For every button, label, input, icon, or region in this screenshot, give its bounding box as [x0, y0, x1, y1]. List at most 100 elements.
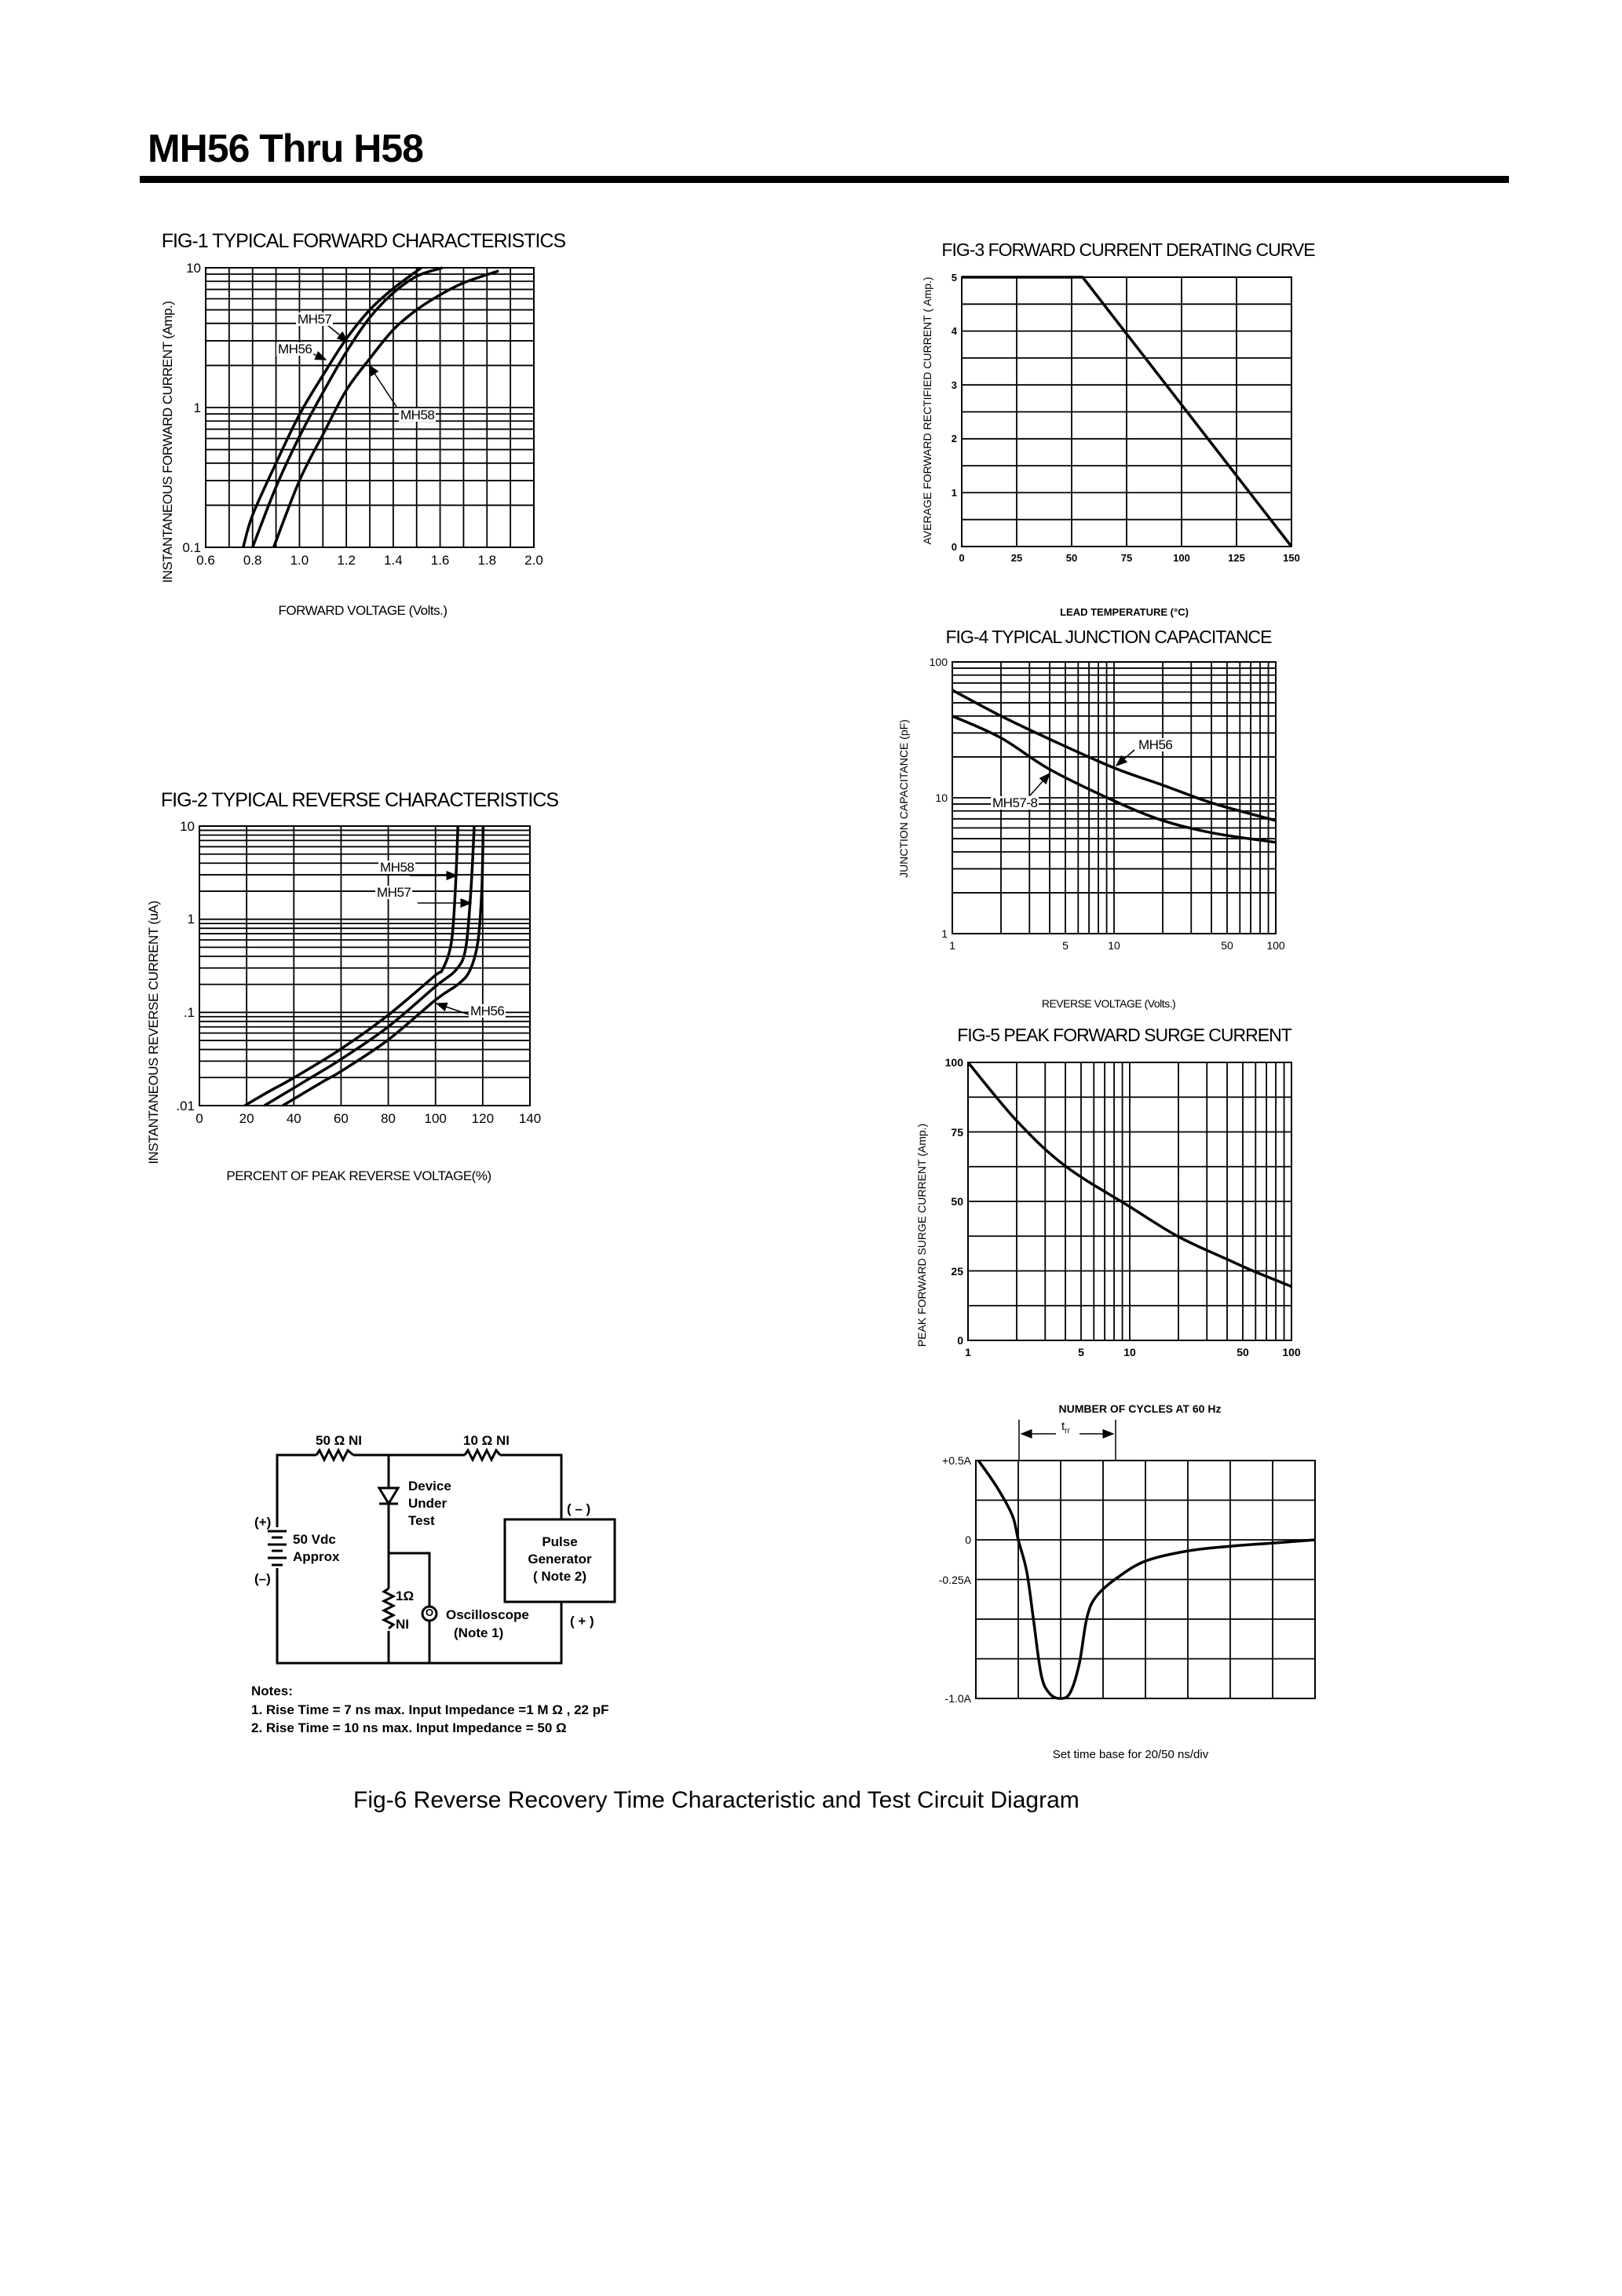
- y-tick-label: 5: [951, 271, 957, 283]
- x-tick-label: 100: [1266, 939, 1285, 952]
- series-label-leader: [435, 1002, 469, 1015]
- battery-label-2: Approx: [293, 1549, 340, 1564]
- x-tick-label: 20: [239, 1111, 254, 1126]
- y-tick-label: 2: [951, 433, 957, 445]
- series-label: MH57: [375, 885, 413, 900]
- x-tick-label: 5: [1078, 1346, 1084, 1358]
- fig2-plot-frame: [199, 825, 531, 1106]
- x-tick-label: 140: [518, 1111, 542, 1126]
- fig4-xlabel: REVERSE VOLTAGE (Volts.): [1041, 997, 1176, 1010]
- x-tick-label: 100: [1282, 1346, 1301, 1358]
- fig6-series-curve: [977, 1460, 1316, 1700]
- r1-label: 50 Ω NI: [316, 1433, 362, 1448]
- fig5-plot-frame: [967, 1062, 1292, 1341]
- fig2-series-mh58: [243, 825, 460, 1107]
- series-label: MH58: [378, 860, 416, 875]
- x-tick-label: 1.6: [430, 553, 450, 568]
- diode-icon: [377, 1486, 400, 1506]
- x-tick-label: 0.8: [243, 553, 262, 568]
- y-tick-label: 1: [941, 927, 948, 940]
- wire-scope-branch: [389, 1552, 431, 1663]
- scope-label-1: Oscilloscope: [446, 1607, 529, 1622]
- pulse-label-2: Generator: [528, 1552, 592, 1567]
- x-tick-label: 5: [1062, 939, 1069, 952]
- series-label-leader: [368, 364, 397, 408]
- y-tick-label: 10: [935, 792, 948, 804]
- fig1-plot-frame: [205, 267, 535, 548]
- y-tick-label: 50: [951, 1195, 963, 1208]
- fig4-title: FIG-4 TYPICAL JUNCTION CAPACITANCE: [945, 627, 1273, 647]
- fig5-series-curve: [966, 1061, 1292, 1288]
- fig2-xlabel: PERCENT OF PEAK REVERSE VOLTAGE(%): [226, 1168, 491, 1183]
- series-label-leader: [1115, 749, 1135, 766]
- series-label: MH56: [1137, 737, 1174, 752]
- fig3-xlabel: LEAD TEMPERATURE (°C): [1060, 606, 1189, 618]
- trr-marker: [1018, 1420, 1116, 1461]
- note-2: 2. Rise Time = 10 ns max. Input Impedanc…: [251, 1720, 567, 1735]
- x-tick-label: 2.0: [524, 553, 543, 568]
- battery-label-1: 50 Vdc: [293, 1532, 336, 1547]
- fig5-chart: [966, 1061, 1292, 1341]
- fig4-series-mh57-8: [952, 715, 1277, 844]
- y-tick-label: 1: [193, 400, 201, 415]
- fig6-chart: [975, 1460, 1316, 1700]
- x-tick-label: 1: [949, 939, 955, 952]
- fig2-title: FIG-2 TYPICAL REVERSE CHARACTERISTICS: [160, 789, 559, 811]
- y-tick-label: +0.5A: [942, 1454, 971, 1467]
- x-tick-label: 120: [471, 1111, 495, 1126]
- notes-title: Notes:: [251, 1684, 293, 1698]
- scope-symbol-label: O: [425, 1607, 434, 1618]
- fig2-series-mh56: [282, 825, 485, 1107]
- fig1-series-mh57: [242, 266, 422, 548]
- x-tick-label: 60: [333, 1111, 349, 1126]
- fig5-title: FIG-5 PEAK FORWARD SURGE CURRENT: [957, 1025, 1291, 1045]
- y-tick-label: 100: [944, 1056, 963, 1069]
- series-label: MH57-8: [991, 795, 1039, 810]
- wire-bottom: [276, 1568, 563, 1665]
- scope-label-2: (Note 1): [454, 1625, 504, 1640]
- battery-minus: (–): [254, 1571, 271, 1586]
- y-tick-label: 0: [957, 1334, 963, 1347]
- r3-value: 1Ω: [396, 1589, 415, 1603]
- fig3-title: FIG-3 FORWARD CURRENT DERATING CURVE: [941, 239, 1315, 260]
- y-tick-label: 0.1: [182, 539, 201, 555]
- resistor-1-ohm: [381, 1587, 396, 1630]
- y-tick-label: 0: [951, 540, 957, 553]
- fig1-title: FIG-1 TYPICAL FORWARD CHARACTERISTICS: [161, 230, 566, 252]
- x-tick-label: 1.8: [477, 553, 497, 568]
- x-tick-label: 0: [959, 552, 965, 564]
- x-tick-label: 1: [965, 1346, 971, 1358]
- x-tick-label: 50: [1065, 552, 1078, 564]
- fig3-series-curve: [962, 276, 1293, 548]
- x-tick-label: 150: [1283, 552, 1300, 564]
- dut-label-1: Device: [408, 1479, 451, 1493]
- fig1-chart: [205, 266, 535, 548]
- r2-label: 10 Ω NI: [463, 1433, 510, 1448]
- y-tick-label: 75: [951, 1125, 963, 1139]
- pulse-generator-box: [503, 1518, 616, 1603]
- battery-plus: (+): [254, 1515, 272, 1530]
- fig4-series-mh56: [952, 689, 1277, 822]
- y-tick-label: 10: [180, 818, 195, 834]
- x-tick-label: 0.6: [196, 553, 215, 568]
- note-1: 1. Rise Time = 7 ns max. Input Impedance…: [251, 1702, 609, 1717]
- fig6-plot-frame: [975, 1460, 1316, 1699]
- y-tick-label: .01: [176, 1098, 195, 1113]
- wire-top-right: [500, 1453, 563, 1519]
- fig2-chart: [199, 825, 531, 1107]
- dut-label-2: Under: [408, 1496, 448, 1511]
- fig1-series-mh58: [272, 269, 499, 548]
- resistor-10-ohm: [463, 1447, 502, 1463]
- x-tick-label: 100: [1173, 552, 1190, 564]
- y-tick-label: .1: [183, 1004, 195, 1020]
- x-tick-label: 1.2: [337, 553, 356, 568]
- fig3-plot-frame: [961, 276, 1292, 547]
- wire-top-left: [276, 1453, 316, 1527]
- fig6-caption: Fig-6 Reverse Recovery Time Characterist…: [353, 1787, 1080, 1813]
- x-tick-label: 0: [195, 1111, 203, 1126]
- trr-label: trr: [1061, 1420, 1070, 1435]
- x-tick-label: 100: [424, 1111, 447, 1126]
- x-tick-label: 50: [1221, 939, 1233, 952]
